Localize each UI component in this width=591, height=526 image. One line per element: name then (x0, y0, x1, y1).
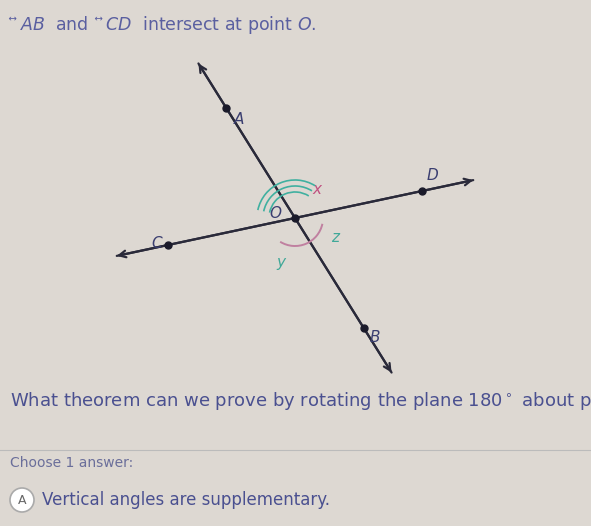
Text: C: C (151, 236, 162, 250)
Text: $\overleftrightarrow{AB}$  and  $\overleftrightarrow{CD}$  intersect at point $O: $\overleftrightarrow{AB}$ and $\overleft… (8, 14, 316, 36)
Text: z: z (331, 230, 339, 246)
Text: y: y (277, 256, 285, 270)
Text: Vertical angles are supplementary.: Vertical angles are supplementary. (42, 491, 330, 509)
Text: A: A (234, 112, 245, 127)
Text: O: O (269, 207, 281, 221)
Text: Choose 1 answer:: Choose 1 answer: (10, 456, 133, 470)
Text: x: x (313, 183, 322, 197)
Text: What theorem can we prove by rotating the plane $180^\circ$ about point $O$?: What theorem can we prove by rotating th… (10, 390, 591, 412)
Text: B: B (370, 330, 381, 345)
Circle shape (10, 488, 34, 512)
Text: A: A (18, 493, 26, 507)
Text: D: D (426, 168, 438, 183)
